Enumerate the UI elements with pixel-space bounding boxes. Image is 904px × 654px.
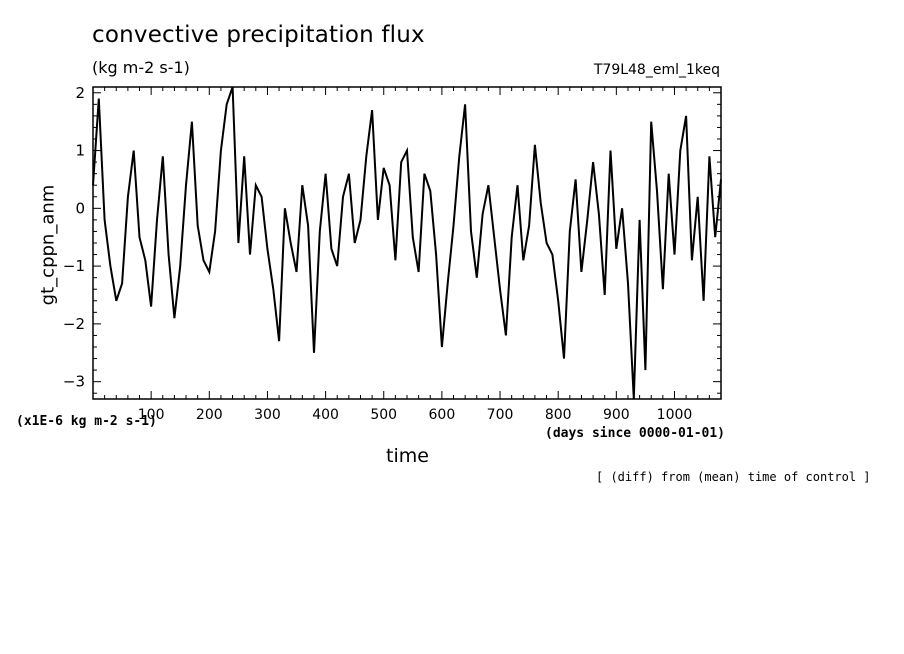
tick-labels: 100 200 300 400 500 600 700 800 900 1000 −3 −2 −1 0 1 2 — [63, 84, 692, 423]
x-units-label: (days since 0000-01-01) — [545, 426, 726, 441]
chart-title: convective precipitation flux — [92, 22, 425, 48]
x-tick-label: 900 — [603, 407, 630, 423]
chart-units: (kg m-2 s-1) — [92, 58, 190, 77]
comparison-note: [ (diff) from (mean) time of control ] — [596, 470, 871, 484]
plot-frame — [92, 86, 722, 400]
y-tick-label: −1 — [63, 257, 85, 275]
x-tick-label: 500 — [370, 407, 397, 423]
x-tick-label: 800 — [545, 407, 572, 423]
x-tick-label: 200 — [196, 407, 223, 423]
x-tick-label: 100 — [138, 407, 165, 423]
y-tick-label: 1 — [75, 142, 85, 160]
x-axis-label: time — [386, 445, 429, 467]
y-multiplier-label: (x1E-6 kg m-2 s-1) — [16, 414, 157, 429]
experiment-label: T79L48_eml_1keq — [593, 62, 720, 78]
series-line — [92, 86, 722, 400]
x-tick-label: 400 — [312, 407, 339, 423]
y-tick-label: 2 — [75, 84, 85, 102]
y-tick-label: 0 — [75, 199, 85, 217]
y-tick-label: −3 — [63, 373, 85, 391]
x-tick-label: 1000 — [657, 407, 693, 423]
x-tick-label: 600 — [429, 407, 456, 423]
x-tick-label: 300 — [254, 407, 281, 423]
x-tick-label: 700 — [487, 407, 514, 423]
axis-ticks — [92, 87, 722, 399]
y-tick-label: −2 — [63, 315, 85, 333]
